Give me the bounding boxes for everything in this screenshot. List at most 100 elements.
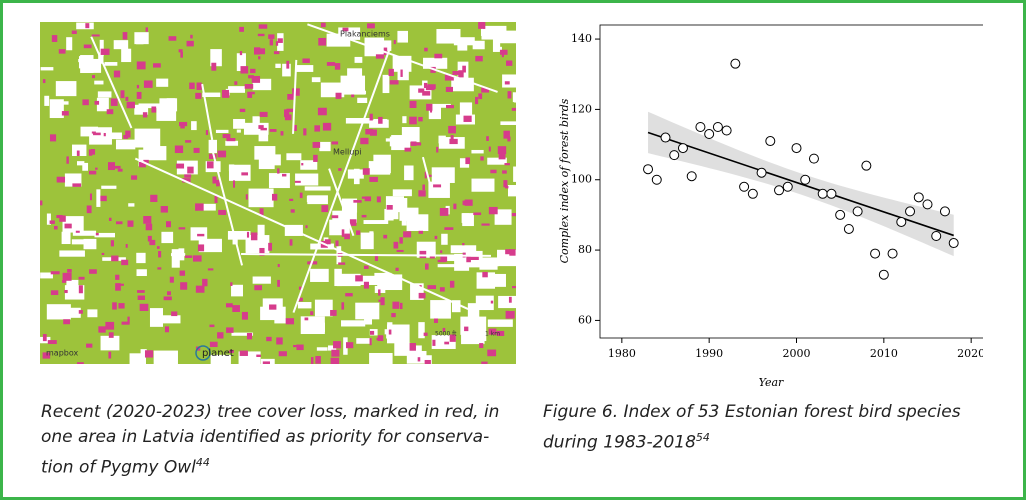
- tree-loss-patch: [246, 231, 250, 238]
- tree-loss-patch: [78, 276, 85, 280]
- clearing: [228, 86, 246, 93]
- clearing: [236, 53, 246, 72]
- tree-loss-patch: [122, 32, 128, 40]
- map-scale: 1 km: [485, 331, 500, 338]
- tree-loss-patch: [403, 231, 412, 238]
- tree-loss-patch: [395, 267, 399, 271]
- tree-loss-patch: [82, 99, 89, 106]
- tree-loss-patch: [312, 141, 321, 148]
- tree-loss-patch: [137, 290, 145, 293]
- tree-loss-patch: [286, 60, 290, 69]
- clearing: [273, 154, 281, 166]
- clearing: [134, 104, 149, 115]
- tree-loss-patch: [301, 163, 304, 166]
- tree-loss-patch: [115, 221, 123, 225]
- clearing: [487, 319, 513, 327]
- clearing: [161, 231, 174, 244]
- tree-loss-patch: [164, 326, 170, 333]
- clearing: [191, 121, 197, 131]
- tree-loss-patch: [190, 34, 193, 39]
- clearing: [49, 99, 64, 119]
- tree-loss-patch: [234, 81, 238, 85]
- tree-loss-patch: [123, 134, 129, 139]
- road: [134, 157, 469, 310]
- clearing: [513, 166, 516, 182]
- tree-loss-patch: [446, 104, 454, 109]
- tree-loss-patch: [142, 112, 148, 118]
- tree-loss-patch: [98, 326, 106, 333]
- data-point: [817, 188, 828, 199]
- tree-loss-patch: [259, 208, 264, 216]
- data-point: [686, 171, 697, 182]
- tree-loss-patch: [149, 239, 156, 246]
- tree-loss-patch: [315, 355, 321, 364]
- tree-loss-patch: [294, 180, 301, 183]
- clearing: [153, 350, 178, 364]
- tree-loss-patch: [296, 344, 304, 351]
- tree-loss-patch: [254, 285, 263, 291]
- tree-loss-patch: [369, 338, 372, 346]
- tree-loss-patch: [386, 205, 393, 210]
- data-point: [808, 153, 819, 164]
- clearing: [210, 49, 222, 67]
- clearing: [356, 338, 372, 344]
- tree-loss-patch: [217, 150, 227, 158]
- tree-loss-patch: [396, 249, 404, 252]
- map-caption: Recent (2020-2023) tree cover loss, mark…: [41, 400, 499, 481]
- tree-loss-patch: [158, 251, 162, 258]
- clearing: [282, 63, 291, 77]
- tree-loss-patch: [378, 289, 381, 296]
- clearing: [178, 248, 185, 261]
- clearing: [97, 91, 112, 98]
- planet-logo-ring: [195, 345, 211, 361]
- tree-loss-patch: [511, 213, 516, 217]
- tree-loss-patch: [179, 121, 188, 127]
- tree-loss-patch: [369, 176, 378, 182]
- tree-loss-patch: [365, 128, 373, 135]
- clearing: [384, 208, 394, 221]
- tree-loss-patch: [314, 125, 321, 132]
- clearing: [252, 276, 271, 284]
- tree-loss-patch: [108, 217, 112, 221]
- clearing: [64, 173, 82, 187]
- tree-loss-patch: [335, 92, 342, 99]
- tree-loss-patch: [139, 303, 149, 311]
- clearing: [394, 342, 411, 356]
- tree-loss-patch: [503, 130, 510, 139]
- tree-loss-patch: [145, 223, 153, 231]
- caption-line: tion of Pygmy Owl44: [41, 450, 499, 481]
- tree-loss-patch: [118, 303, 125, 309]
- tree-loss-patch: [117, 168, 123, 172]
- tree-loss-patch: [195, 203, 204, 211]
- clearing: [361, 90, 367, 95]
- clearing: [72, 144, 87, 156]
- tree-loss-patch: [330, 357, 340, 364]
- tree-loss-patch: [178, 49, 183, 53]
- tree-loss-patch: [458, 70, 464, 78]
- clearing: [461, 213, 470, 223]
- clearing: [71, 239, 86, 245]
- tree-loss-patch: [185, 140, 192, 143]
- tree-loss-patch: [143, 159, 149, 165]
- tree-loss-patch: [207, 268, 214, 271]
- tree-loss-patch: [121, 321, 130, 325]
- clearing: [136, 252, 146, 264]
- tree-loss-patch: [361, 196, 367, 199]
- tree-loss-patch: [176, 163, 185, 169]
- tree-loss-patch: [434, 235, 438, 240]
- tree-loss-patch: [292, 124, 297, 131]
- clearing: [225, 140, 239, 146]
- data-point: [695, 121, 706, 132]
- clearing: [76, 22, 94, 30]
- tree-loss-patch: [462, 65, 466, 73]
- tree-loss-patch: [321, 205, 329, 213]
- caption-line: Recent (2020-2023) tree cover loss, mark…: [41, 402, 500, 422]
- data-point: [800, 174, 811, 185]
- clearing: [104, 62, 118, 66]
- tree-loss-patch: [144, 350, 154, 358]
- tree-loss-patch: [211, 62, 217, 71]
- tree-loss-patch: [50, 271, 60, 275]
- tree-loss-patch: [47, 340, 57, 345]
- clearing: [502, 74, 516, 88]
- tree-loss-patch: [464, 199, 473, 206]
